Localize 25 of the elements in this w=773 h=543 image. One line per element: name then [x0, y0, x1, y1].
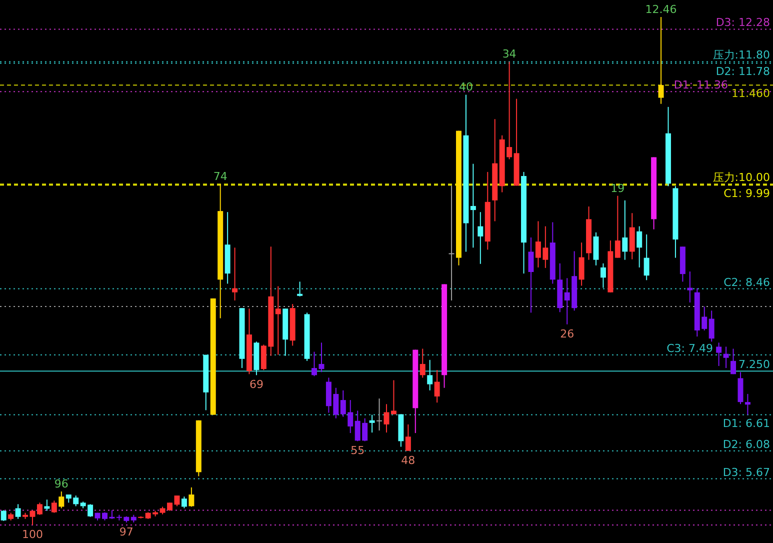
annotation: D2: 11.78: [716, 65, 770, 78]
annotation: C3: 7.49: [666, 342, 713, 355]
annotation: D3: 5.67: [722, 466, 770, 479]
annotation: D1: 11.36: [674, 78, 728, 92]
annotation: 12.46: [645, 3, 677, 16]
annotation: 100: [22, 528, 44, 541]
annotation: D2: 6.08: [722, 438, 770, 451]
annotation: 7.250: [738, 358, 770, 372]
annotation: 96: [54, 477, 68, 490]
annotation: 55: [350, 444, 365, 458]
annotation: 48: [401, 454, 416, 467]
annotation: D3: 12.28: [716, 16, 770, 30]
annotation: 压力:10.00: [712, 171, 770, 184]
annotation: C1: 9.99: [724, 187, 770, 200]
annotation: 69: [249, 378, 264, 392]
annotation: 34: [502, 48, 516, 61]
annotation: 40: [458, 80, 473, 94]
annotation: 11.460: [732, 87, 770, 100]
annotation: 26: [560, 327, 574, 340]
annotation: C2: 8.46: [724, 276, 770, 289]
annotation: 74: [213, 170, 228, 184]
annotation: 19: [610, 182, 625, 195]
annotation: D1: 6.61: [722, 416, 770, 430]
annotation: 压力:11.80: [712, 48, 770, 62]
annotation: 97: [119, 525, 134, 538]
